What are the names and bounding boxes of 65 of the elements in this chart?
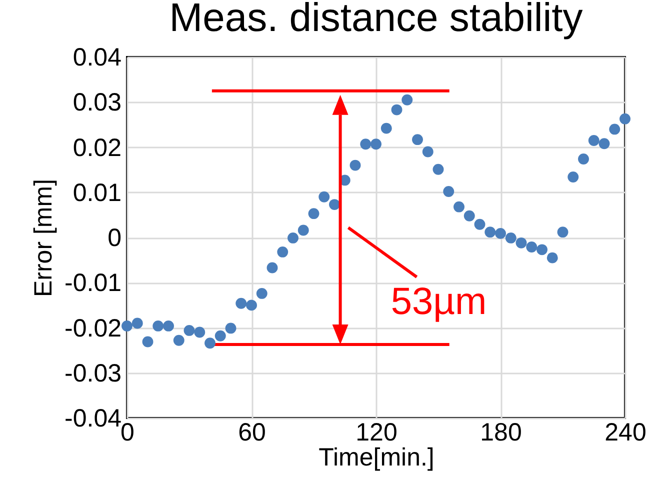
point [204, 338, 216, 349]
point [474, 218, 486, 230]
point [329, 199, 340, 210]
point [163, 320, 174, 332]
y-axis-title: Error [mm] [30, 178, 58, 298]
x-tick-label: 60 [238, 418, 266, 446]
point [495, 228, 506, 239]
point [598, 138, 610, 150]
y-tick-label: -0.03 [64, 359, 122, 388]
point [402, 94, 413, 106]
point [142, 336, 154, 348]
y-tick-label: 0.02 [72, 134, 122, 162]
y-tick-label: 0 [108, 224, 122, 252]
point [484, 226, 496, 238]
point [505, 232, 516, 244]
point [132, 318, 143, 329]
point [454, 201, 464, 212]
y-tick-label: 0.03 [72, 88, 122, 117]
point [360, 138, 372, 150]
point [412, 134, 423, 146]
point [298, 224, 309, 236]
point [173, 334, 184, 346]
point [464, 210, 475, 222]
point [308, 208, 320, 220]
point [370, 138, 382, 150]
point [225, 322, 236, 334]
x-axis-title: Time[min.] [318, 444, 434, 472]
point [432, 164, 444, 175]
point [516, 237, 527, 248]
point [236, 298, 247, 309]
point [380, 122, 392, 134]
point [546, 252, 558, 264]
point [318, 191, 330, 202]
point [246, 300, 257, 311]
point [391, 104, 402, 116]
point [620, 113, 630, 124]
x-tick-label: 240 [604, 418, 646, 446]
x-tick-label: 120 [356, 418, 398, 446]
x-tick-label: 180 [480, 418, 522, 446]
point [536, 244, 548, 256]
point [214, 330, 226, 342]
point [557, 226, 568, 238]
point [184, 324, 195, 336]
point [526, 242, 538, 252]
point [588, 135, 600, 146]
point [350, 160, 361, 171]
point [288, 232, 298, 244]
y-tick-label: -0.02 [64, 314, 122, 342]
point [152, 320, 164, 332]
y-tick-label: 0.04 [72, 44, 122, 72]
chart-title: Meas. distance stability [169, 0, 583, 40]
annotation: 53µm [390, 281, 487, 323]
point [122, 320, 132, 332]
point [256, 288, 268, 299]
point [568, 172, 579, 182]
y-tick-label: 0.01 [72, 178, 122, 207]
y-tick-label: -0.04 [64, 404, 122, 432]
point [277, 246, 288, 258]
y-tick-label: -0.01 [64, 269, 122, 298]
point [422, 146, 434, 158]
point [578, 154, 589, 164]
point [609, 124, 620, 135]
point [266, 262, 278, 274]
point [194, 326, 206, 338]
point [443, 186, 454, 197]
